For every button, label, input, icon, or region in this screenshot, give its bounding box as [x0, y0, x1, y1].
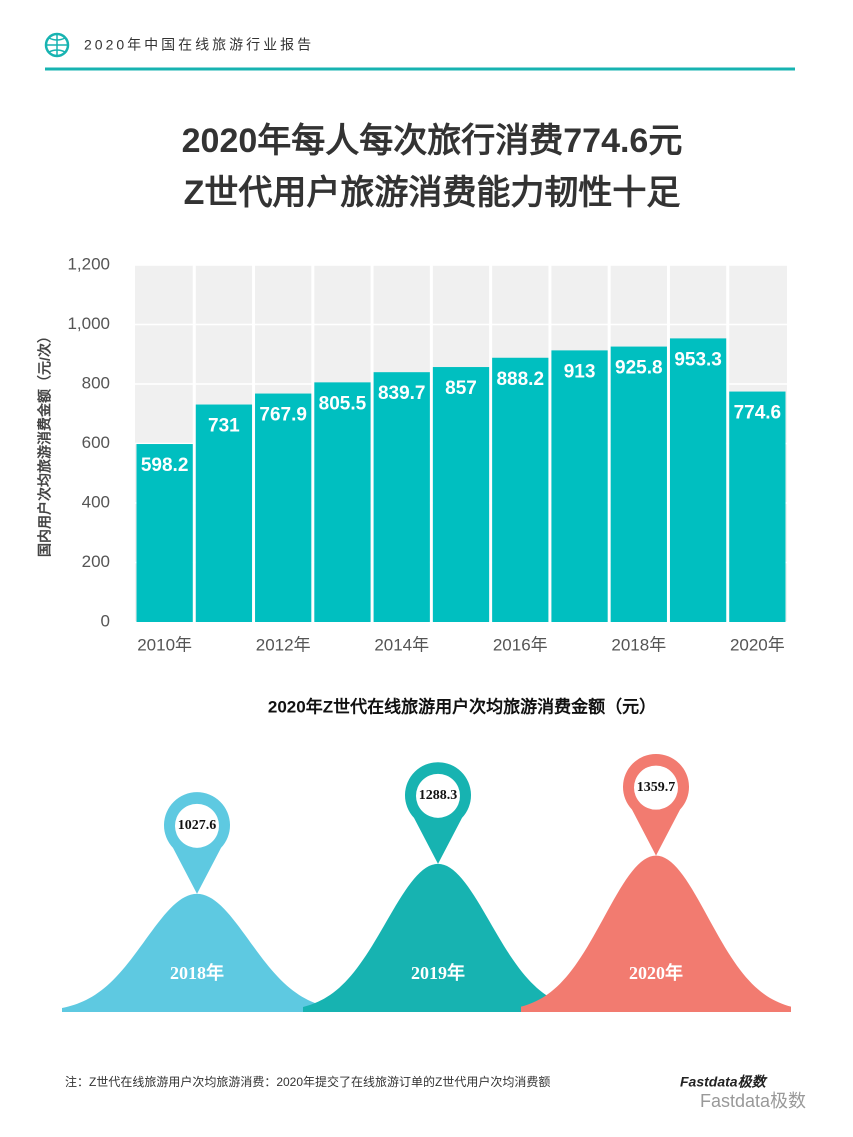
bar — [136, 444, 193, 622]
value-label: 925.8 — [615, 358, 663, 379]
bar — [255, 393, 312, 622]
pin-value: 1027.6 — [178, 818, 217, 833]
pin-center — [175, 803, 219, 848]
bell-label: 2019年 — [411, 962, 465, 983]
header-title: 2020年中国在线旅游行业报告 — [84, 37, 314, 53]
bar — [729, 391, 786, 622]
footer-logo: Fastdata极数 — [680, 1074, 768, 1090]
y-tick-label: 400 — [82, 492, 110, 511]
y-axis-label: 国内用户次均旅游消费金额（元/次） — [37, 329, 53, 557]
y-tick-label: 800 — [82, 373, 110, 392]
watermark: Fastdata极数 — [700, 1091, 806, 1111]
pin-value: 1288.3 — [419, 788, 458, 803]
x-tick-label: 2014年 — [374, 635, 429, 654]
bar — [610, 346, 667, 622]
value-label: 767.9 — [259, 405, 307, 426]
bar — [373, 372, 430, 622]
value-label: 774.6 — [734, 403, 782, 424]
value-label: 913 — [564, 361, 596, 382]
value-label: 857 — [445, 378, 477, 399]
y-tick-label: 200 — [82, 552, 110, 571]
bell-label: 2020年 — [629, 962, 683, 983]
headline: Z世代用户旅游消费能力韧性十足 — [184, 174, 681, 212]
headline: 2020年每人每次旅行消费774.6元 — [182, 122, 683, 160]
value-label: 805.5 — [319, 393, 367, 414]
bar — [195, 404, 253, 622]
y-tick-label: 1,200 — [67, 254, 110, 273]
chart-title: 2020年Z世代在线旅游用户次均旅游消费金额（元） — [268, 696, 656, 716]
value-label: 953.3 — [674, 349, 722, 370]
bell — [303, 863, 573, 1012]
pin-center — [416, 773, 460, 818]
pin-value: 1359.7 — [637, 780, 676, 795]
bell-label: 2018年 — [170, 962, 224, 983]
value-label: 731 — [208, 416, 240, 437]
pin-center — [634, 765, 678, 810]
x-tick-label: 2020年 — [730, 635, 785, 654]
x-tick-label: 2016年 — [493, 635, 548, 654]
bar — [551, 350, 608, 622]
value-label: 839.7 — [378, 383, 426, 404]
footer-note: 注：Z世代在线旅游用户次均旅游消费：2020年提交了在线旅游订单的Z世代用户次均… — [65, 1074, 550, 1089]
y-tick-label: 0 — [101, 611, 110, 630]
x-tick-label: 2012年 — [256, 635, 311, 654]
bar — [492, 357, 549, 622]
bar — [432, 367, 490, 622]
x-tick-label: 2010年 — [137, 635, 192, 654]
y-tick-label: 1,000 — [67, 314, 110, 333]
bar — [314, 382, 371, 622]
value-label: 888.2 — [496, 369, 544, 390]
bell — [521, 855, 791, 1012]
value-label: 598.2 — [141, 455, 189, 476]
globe-lines — [46, 34, 68, 56]
x-tick-label: 2018年 — [611, 635, 666, 654]
bar — [669, 338, 727, 622]
y-tick-label: 600 — [82, 433, 110, 452]
bell — [62, 893, 332, 1012]
